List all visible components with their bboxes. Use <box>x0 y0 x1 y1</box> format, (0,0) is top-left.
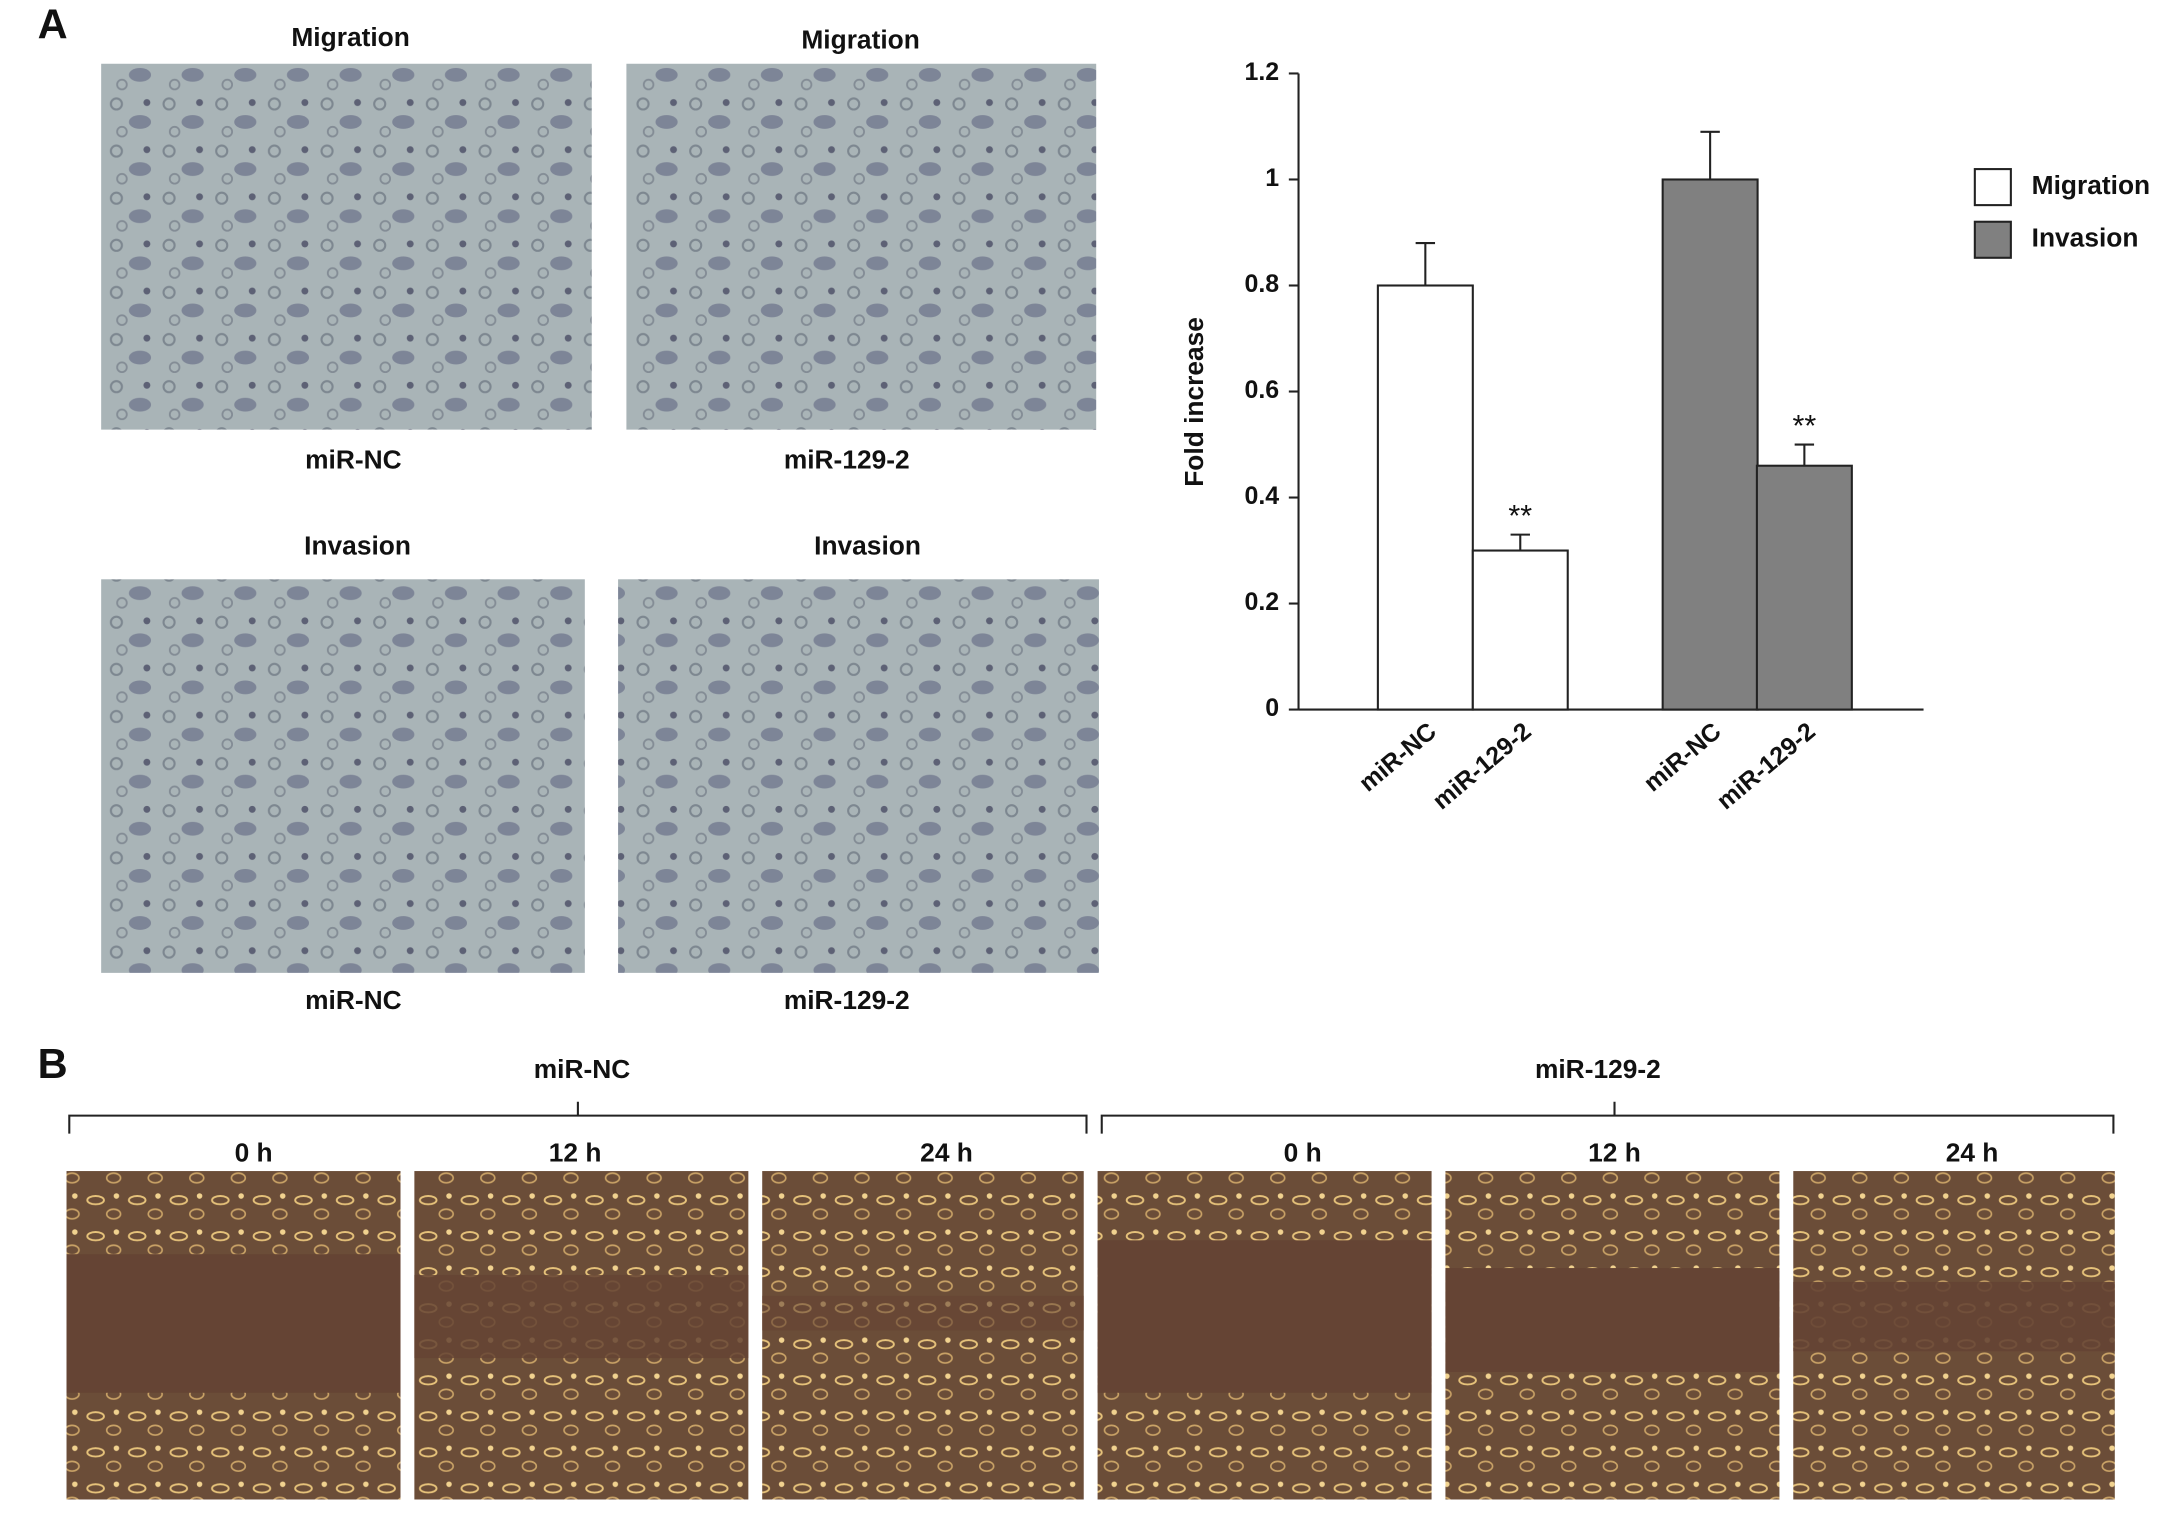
scratch-images <box>66 1171 2115 1500</box>
image-title: Migration <box>801 25 919 55</box>
micrograph <box>762 1171 1084 1500</box>
y-tick-label: 1 <box>1265 164 1279 192</box>
scratch-gap <box>1097 1240 1432 1393</box>
bracket <box>1100 1101 2115 1134</box>
legend-label: Migration <box>2032 170 2150 200</box>
error-bar <box>1510 533 1530 551</box>
y-tick-label: 0.6 <box>1244 376 1279 404</box>
bar <box>1471 549 1569 711</box>
time-label: 24 h <box>920 1137 973 1167</box>
panel-label: A <box>38 1 68 48</box>
y-axis-label: Fold increase <box>1179 317 1209 487</box>
y-tick-label: 0.8 <box>1244 270 1279 298</box>
legend-swatch <box>1973 168 2012 207</box>
image-caption: miR-129-2 <box>784 444 910 474</box>
image-caption: miR-NC <box>305 985 402 1015</box>
micrograph <box>101 579 585 973</box>
image-title: Migration <box>291 22 409 52</box>
error-bar <box>1415 242 1436 286</box>
significance-label: ** <box>1508 499 1532 533</box>
time-label: 0 h <box>1284 1137 1322 1167</box>
y-tick-label: 0 <box>1265 694 1279 722</box>
group-label: miR-129-2 <box>1535 1054 1661 1084</box>
image-title: Invasion <box>814 530 921 560</box>
panel-label: B <box>38 1040 68 1087</box>
scratch-gap <box>66 1254 401 1393</box>
image-caption: miR-NC <box>305 444 402 474</box>
scratch-gap <box>1445 1268 1780 1372</box>
scratch-gap <box>762 1295 1084 1331</box>
time-label: 12 h <box>1588 1137 1641 1167</box>
bar <box>1755 464 1853 711</box>
y-tick-label: 0.4 <box>1244 482 1279 510</box>
x-tick-label: miR-129-2 <box>1427 717 1536 815</box>
legend-swatch <box>1973 220 2012 259</box>
group-label: miR-NC <box>534 1054 631 1084</box>
time-label: 12 h <box>549 1137 602 1167</box>
bar <box>1661 178 1759 711</box>
micrograph <box>101 63 592 430</box>
x-tick-label: miR-NC <box>1638 717 1726 797</box>
y-tick-label: 1.2 <box>1244 58 1279 86</box>
micrograph <box>618 579 1099 973</box>
micrograph <box>626 63 1097 430</box>
error-bar <box>1794 443 1815 466</box>
scratch-gap <box>1793 1281 2115 1352</box>
y-tick-label: 0.2 <box>1244 588 1279 616</box>
significance-label: ** <box>1793 409 1817 443</box>
time-label: 0 h <box>235 1137 273 1167</box>
time-label: 24 h <box>1946 1137 1999 1167</box>
error-bar <box>1700 130 1720 180</box>
x-tick-label: miR-129-2 <box>1711 717 1820 815</box>
x-tick-label: miR-NC <box>1354 717 1442 797</box>
image-caption: miR-129-2 <box>784 985 910 1015</box>
image-title: Invasion <box>304 530 411 560</box>
bracket <box>68 1101 1088 1134</box>
legend-label: Invasion <box>2032 223 2139 253</box>
bar <box>1376 284 1474 711</box>
scratch-gap <box>414 1274 749 1359</box>
